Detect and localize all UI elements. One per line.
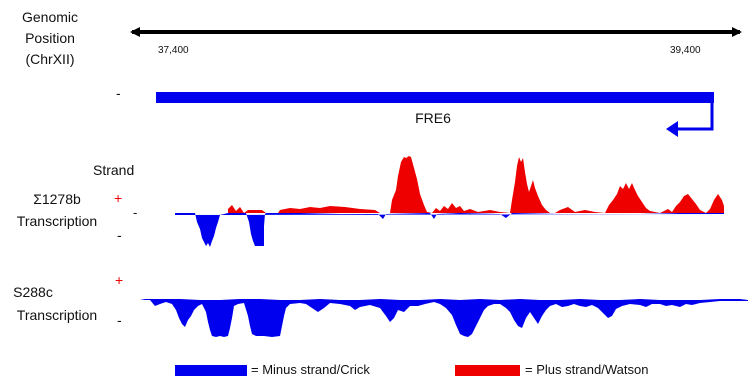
gene-direction-arrow <box>672 103 714 131</box>
axis-label-line-1: Genomic <box>22 9 78 25</box>
legend-minus-label: = Minus strand/Crick <box>251 362 370 377</box>
axis-end-tick-label: 39,400 <box>670 45 701 56</box>
track-1-plus-symbol: + <box>114 190 122 206</box>
track-s288c: S288c Transcription + - <box>13 272 748 337</box>
track-2-minus-symbol: - <box>117 312 122 328</box>
track-sigma1278b: Σ1278b Transcription + - - <box>17 156 724 247</box>
legend-plus-label: = Plus strand/Watson <box>525 362 648 377</box>
track-1-label-line-1: Σ1278b <box>33 191 81 207</box>
track-2-plus-symbol: + <box>115 272 123 288</box>
axis-start-tick-label: 37,400 <box>158 45 189 56</box>
gene-model-fre6: - FRE6 <box>116 85 714 137</box>
strand-header: Strand <box>93 162 134 178</box>
track-1-minus-symbol: - <box>117 227 122 243</box>
gene-name: FRE6 <box>415 110 451 126</box>
gene-bar <box>156 92 714 103</box>
track-2-label-line-2: Transcription <box>17 307 97 323</box>
track-1-label-line-2: Transcription <box>17 213 97 229</box>
gene-direction-arrowhead <box>666 121 678 137</box>
legend-plus-swatch <box>455 365 520 376</box>
track-1-minus-upper-symbol: - <box>133 205 137 220</box>
axis-label-line-2: Position <box>25 30 75 46</box>
gene-strand-symbol: - <box>116 85 121 101</box>
track-2-minus-signal <box>140 299 748 337</box>
track-2-label-line-1: S288c <box>13 284 53 300</box>
legend-minus-swatch <box>175 365 247 376</box>
track-1-minus-signal <box>175 213 724 247</box>
genomic-axis: Genomic Position (ChrXII) 37,400 39,400 <box>22 9 742 67</box>
track-1-plus-signal <box>175 156 724 213</box>
legend: = Minus strand/Crick = Plus strand/Watso… <box>175 362 648 377</box>
axis-label-line-3: (ChrXII) <box>26 51 75 67</box>
